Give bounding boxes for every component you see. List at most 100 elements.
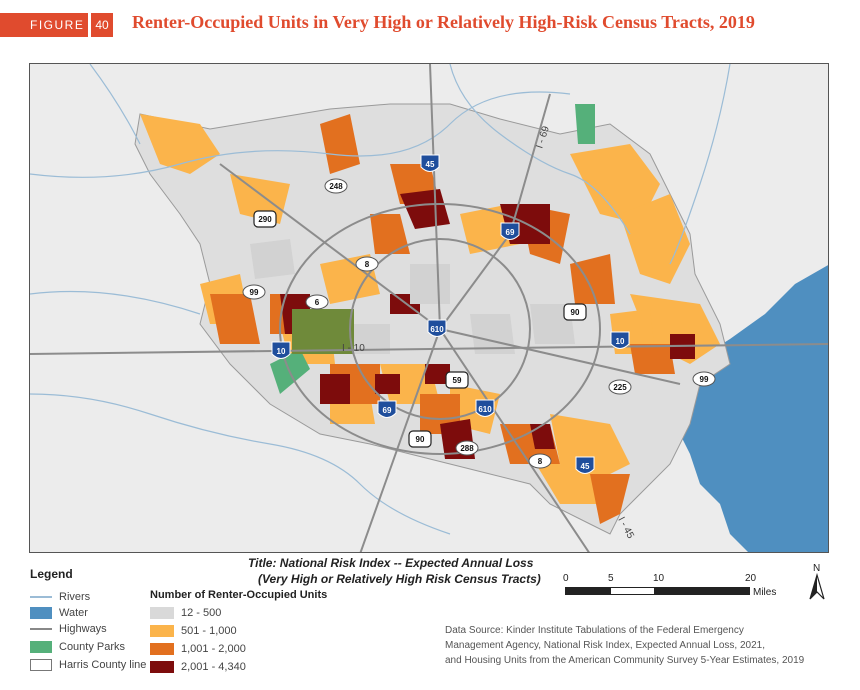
legend-item-rivers: Rivers <box>30 589 90 605</box>
legend-label: Rivers <box>59 591 91 603</box>
shield-label: 90 <box>571 308 580 317</box>
shield-label: 69 <box>383 406 392 415</box>
legend-item-water: Water <box>30 605 88 621</box>
interstate-shield-icon: 69 <box>377 400 397 418</box>
legend-label: Harris County line <box>59 659 147 671</box>
interstate-shield-icon: 610 <box>475 399 495 417</box>
legend-item-parks: County Parks <box>30 639 125 655</box>
scale-tick: 10 <box>653 573 665 584</box>
units-label: 501 - 1,000 <box>181 625 237 637</box>
shield-label: 6 <box>315 298 320 307</box>
interstate-shield-icon: 69 <box>500 222 520 240</box>
state-shield-icon: 99 <box>692 371 716 387</box>
data-source: Data Source: Kinder Institute Tabulation… <box>445 623 845 668</box>
state-shield-icon: 99 <box>242 284 266 300</box>
interstate-shield-icon: 45 <box>575 456 595 474</box>
state-shield-icon: 8 <box>355 256 379 272</box>
galveston-bay <box>670 265 828 552</box>
map-canvas: 45 45 69 69 10 10 610 610 290 90 90 59 248 8 8 99 99 6 225… <box>30 64 828 552</box>
shield-label: 99 <box>250 288 259 297</box>
scale-segment <box>565 587 610 595</box>
water-swatch-icon <box>30 607 52 620</box>
source-line: Data Source: Kinder Institute Tabulation… <box>445 625 744 636</box>
figure-title: Renter-Occupied Units in Very High or Re… <box>132 12 755 32</box>
scale-segment <box>610 587 655 595</box>
shield-label: 45 <box>581 462 590 471</box>
legend-title: Legend <box>30 567 73 581</box>
figure-header: FIGURE 40 Renter-Occupied Units in Very … <box>0 10 860 40</box>
north-label: N <box>813 563 820 574</box>
scale-tick: 20 <box>745 573 757 584</box>
shield-label: 610 <box>430 325 444 334</box>
shield-label: 225 <box>613 383 627 392</box>
legend-area: Legend Rivers Water Highways County Park… <box>0 553 860 690</box>
shield-label: 8 <box>365 260 370 269</box>
scale-bar: 0 5 10 20 Miles <box>563 573 813 603</box>
shield-label: 69 <box>506 228 515 237</box>
state-shield-icon: 225 <box>608 379 632 395</box>
shield-label: 45 <box>426 160 435 169</box>
shield-label: 90 <box>416 435 425 444</box>
state-shield-icon: 248 <box>324 178 348 194</box>
interstate-shield-icon: 10 <box>271 341 291 359</box>
interstate-shield-icon: 45 <box>420 154 440 172</box>
shield-label: 288 <box>460 444 474 453</box>
map-frame: 45 45 69 69 10 10 610 610 290 90 90 59 248 8 8 99 99 6 225… <box>29 63 829 553</box>
shield-label: 99 <box>700 375 709 384</box>
scale-tick: 0 <box>563 573 569 584</box>
units-legend-row: 1,001 - 2,000 <box>150 641 246 657</box>
north-arrow-icon: N <box>809 563 825 600</box>
us-shield-icon: 290 <box>253 210 277 228</box>
legend-label: County Parks <box>59 641 126 653</box>
nri-subtitle: (Very High or Relatively High Risk Censu… <box>258 572 541 586</box>
us-shield-icon: 59 <box>445 371 469 389</box>
source-line: Management Agency, National Risk Index, … <box>445 640 766 651</box>
road-label-i10: I - 10 <box>342 343 365 354</box>
shield-label: 8 <box>538 457 543 466</box>
figure-number: 40 <box>91 13 113 37</box>
river-line-icon <box>30 596 52 599</box>
shield-label: 10 <box>616 337 625 346</box>
addicks-barker-reservoir <box>292 309 354 354</box>
units-legend-row: 12 - 500 <box>150 605 221 621</box>
units-legend-row: 501 - 1,000 <box>150 623 237 639</box>
tracts-12-500 <box>250 239 575 354</box>
legend-label: Highways <box>59 623 107 635</box>
interstate-shield-icon: 10 <box>610 331 630 349</box>
source-line: and Housing Units from the American Comm… <box>445 655 805 666</box>
county-outline-icon <box>30 659 52 672</box>
scale-unit: Miles <box>753 587 777 598</box>
state-shield-icon: 6 <box>305 294 329 310</box>
state-shield-icon: 8 <box>528 453 552 469</box>
units-swatch <box>150 643 174 656</box>
legend-label: Water <box>59 607 88 619</box>
state-shield-icon: 288 <box>455 440 479 456</box>
units-swatch <box>150 661 174 674</box>
highway-shields: 45 45 69 69 10 10 610 610 290 90 90 59 248 8 8 99 99 6 225… <box>242 154 716 474</box>
north-arrow: N <box>806 561 828 601</box>
highway-line-icon <box>30 628 52 631</box>
units-label: 1,001 - 2,000 <box>181 643 246 655</box>
legend-item-county-line: Harris County line <box>30 657 146 673</box>
figure-label: FIGURE <box>0 13 88 37</box>
shield-label: 10 <box>277 347 286 356</box>
legend-item-highways: Highways <box>30 621 107 637</box>
nri-title: Title: National Risk Index -- Expected A… <box>248 556 534 570</box>
units-legend-title: Number of Renter-Occupied Units <box>150 589 328 601</box>
units-legend-row: 2,001 - 4,340 <box>150 659 246 675</box>
units-label: 12 - 500 <box>181 607 222 619</box>
units-swatch <box>150 607 174 620</box>
scale-tick: 5 <box>608 573 614 584</box>
interstate-shield-icon: 610 <box>427 319 447 337</box>
us-shield-icon: 90 <box>563 303 587 321</box>
scale-segment <box>655 587 750 595</box>
shield-label: 610 <box>478 405 492 414</box>
shield-label: 59 <box>453 376 462 385</box>
us-shield-icon: 90 <box>408 430 432 448</box>
highway-network <box>30 64 828 552</box>
shield-label: 248 <box>329 182 343 191</box>
units-swatch <box>150 625 174 638</box>
units-label: 2,001 - 4,340 <box>181 661 246 673</box>
tracts-2001-4340 <box>280 189 695 459</box>
park-swatch-icon <box>30 641 52 654</box>
